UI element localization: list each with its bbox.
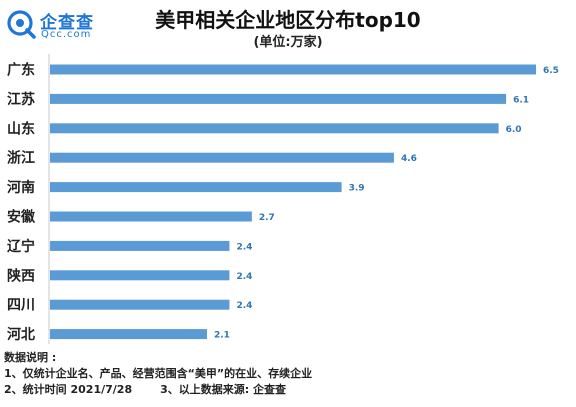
bar [50, 182, 342, 193]
brand-logo: 企查查 Qcc.com [6, 6, 112, 46]
value-label: 2.1 [214, 331, 230, 341]
bars-layer: 广东 6.5 江苏 6.1 山东 6.0 浙江 4.6 河南 3.9 安徽 2.7 辽宁 2.4 陕西 2.4… [7, 54, 559, 344]
chart-title: 美甲相关企业地区分布top10 [155, 8, 421, 32]
bar [50, 64, 536, 75]
bar [50, 211, 252, 222]
category-label: 陕西 [7, 267, 35, 284]
chart-subtitle: (单位:万家) [253, 35, 323, 50]
notes-line-1: 1、仅统计企业名、产品、经营范围含“美甲”的在业、存续企业 [4, 367, 313, 380]
value-label: 3.9 [349, 184, 365, 194]
value-label: 6.0 [506, 125, 522, 135]
category-label: 安徽 [7, 209, 36, 226]
bar [50, 299, 230, 310]
notes-source: 3、以上数据来源: 企查查 [160, 383, 286, 396]
category-label: 浙江 [7, 150, 35, 167]
brand-domain: Qcc.com [41, 29, 92, 40]
value-label: 2.4 [236, 272, 252, 282]
notes-heading: 数据说明 : [4, 351, 57, 364]
category-label: 河北 [7, 326, 35, 343]
data-notes: 数据说明 : 1、仅统计企业名、产品、经营范围含“美甲”的在业、存续企业 2、统… [4, 350, 312, 398]
category-label: 江苏 [7, 91, 35, 108]
category-label: 广东 [7, 62, 35, 79]
value-label: 6.1 [513, 95, 529, 105]
value-label: 2.7 [259, 213, 275, 223]
notes-stat-time: 2、统计时间 2021/7/28 [4, 383, 133, 396]
qcc-logo-icon [7, 10, 36, 39]
value-label: 4.6 [401, 154, 417, 164]
category-label: 四川 [7, 298, 35, 314]
bar [50, 123, 499, 134]
bar [50, 270, 230, 281]
category-label: 辽宁 [7, 238, 35, 255]
brand-name: 企查查 [40, 13, 94, 33]
bar-chart: 广东 6.5 江苏 6.1 山东 6.0 浙江 4.6 河南 3.9 安徽 2.7 辽宁 2.4 陕西 2.4… [7, 54, 559, 344]
bar [50, 329, 208, 340]
category-label: 河南 [7, 179, 35, 196]
notes-line-2: 2、统计时间 2021/7/28 3、以上数据来源: 企查查 [4, 382, 312, 398]
bar [50, 240, 230, 251]
bar [50, 93, 507, 104]
bar [50, 152, 394, 163]
category-label: 山东 [7, 120, 35, 137]
value-label: 6.5 [543, 66, 559, 76]
value-label: 2.4 [236, 242, 252, 252]
value-label: 2.4 [236, 301, 252, 311]
